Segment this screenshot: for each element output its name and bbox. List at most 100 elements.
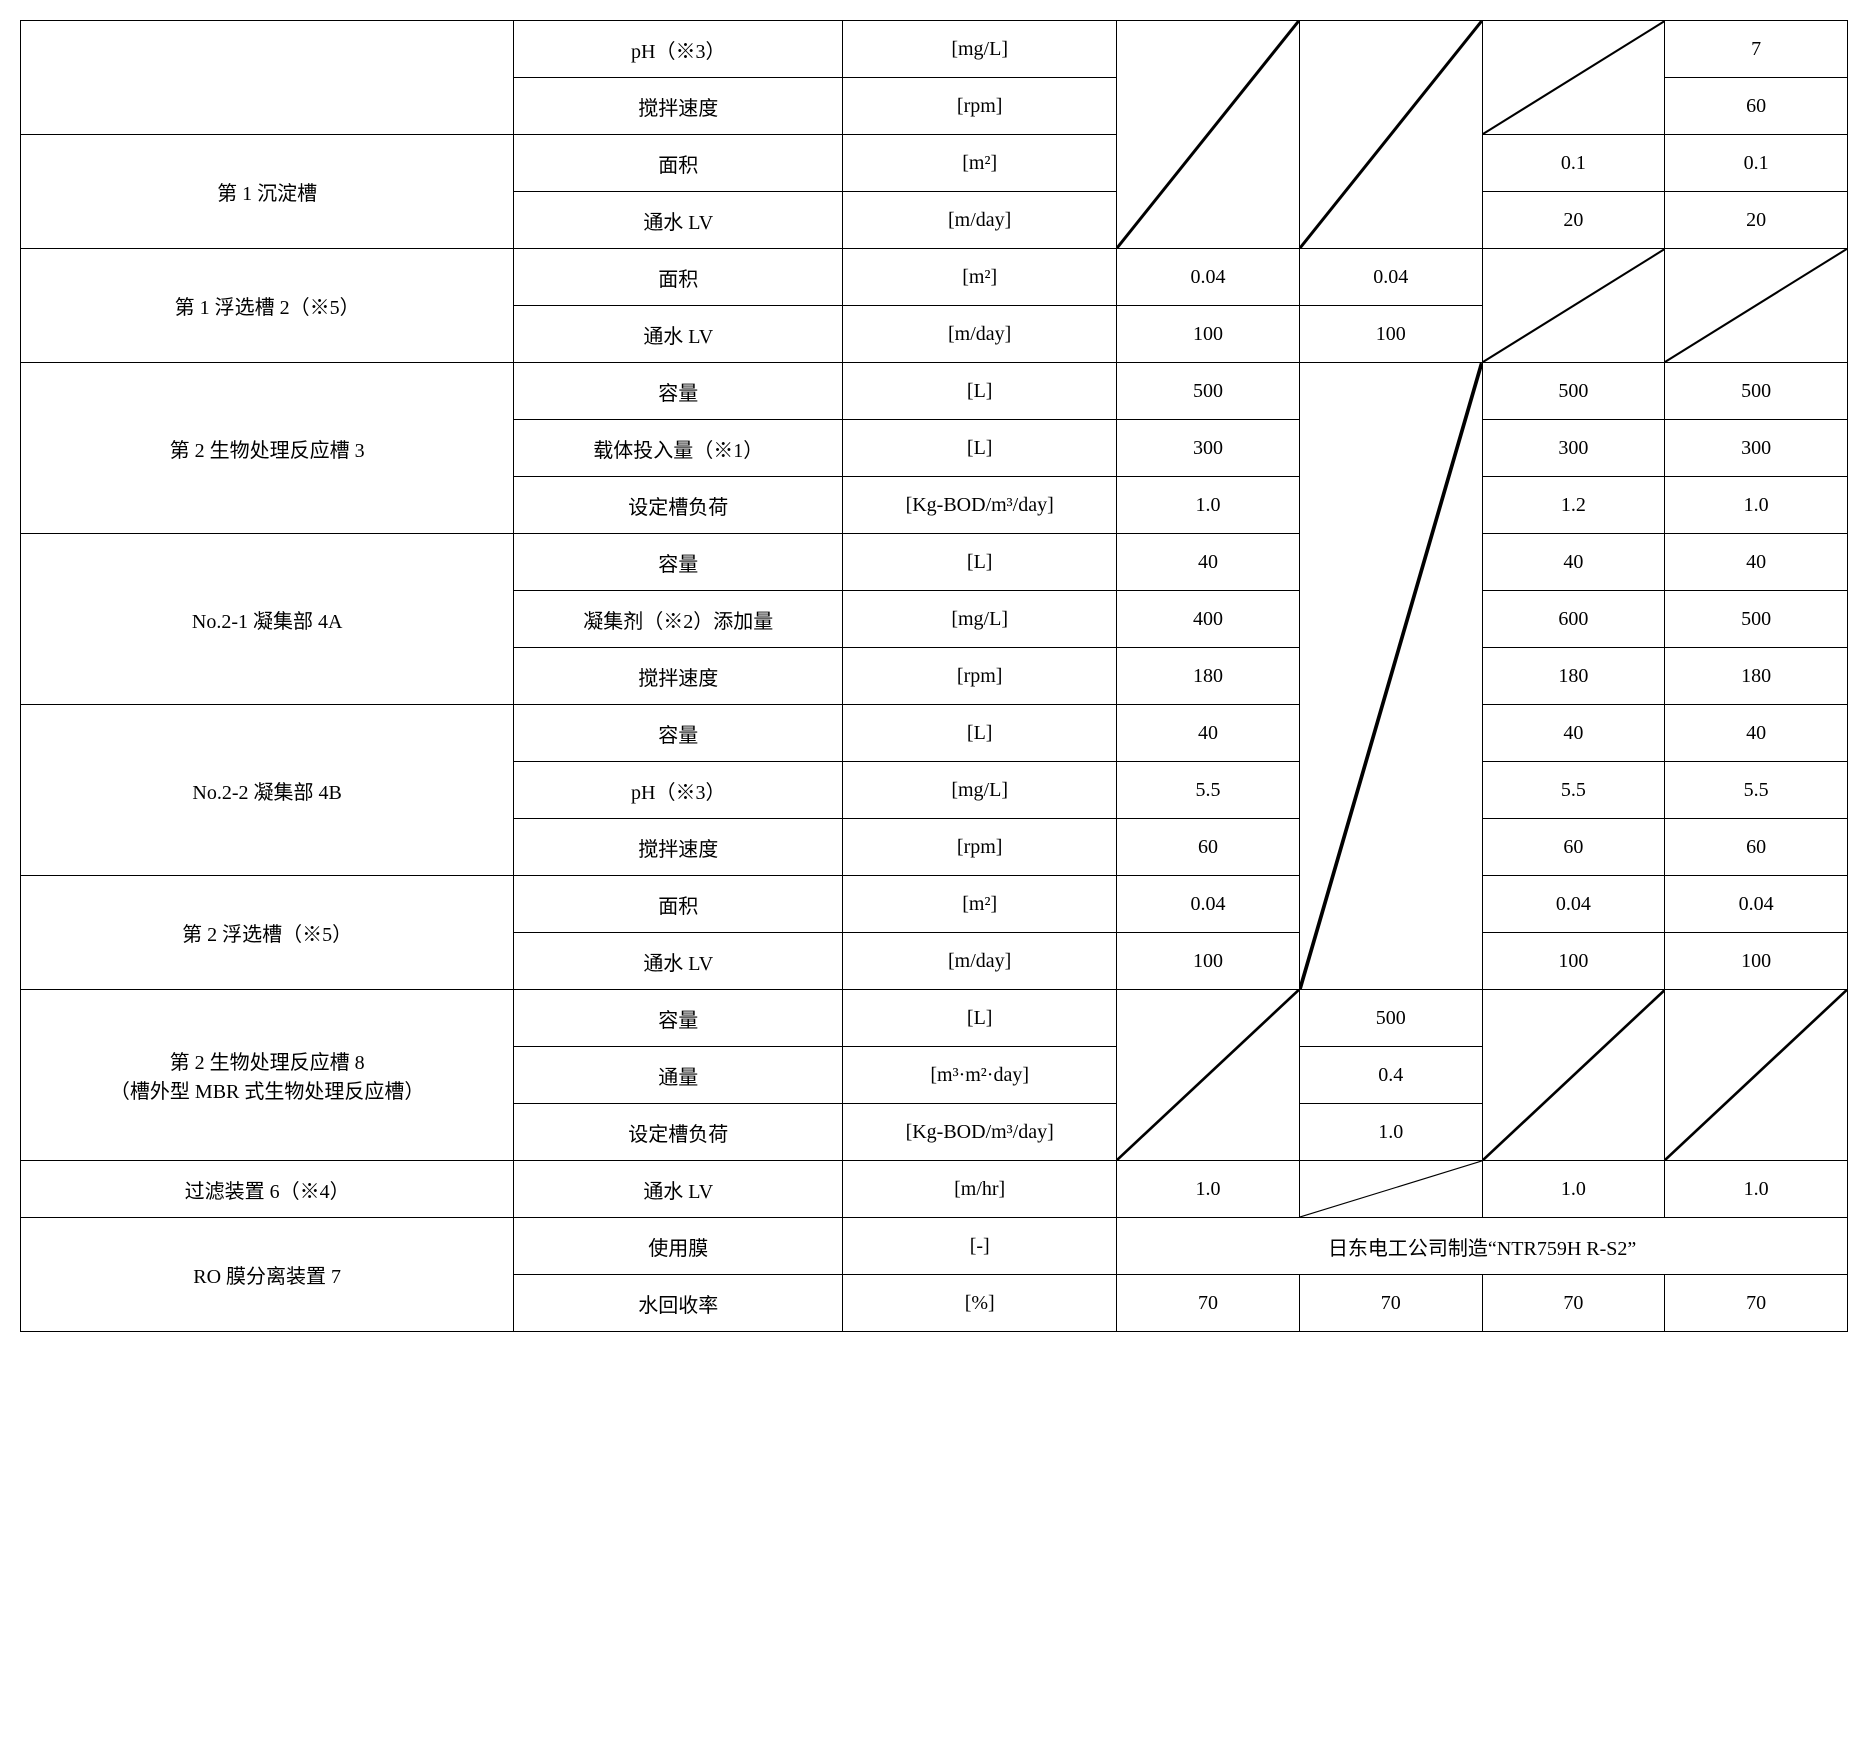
value-cell: 500 [1117, 363, 1300, 420]
unit-cell: [Kg-BOD/m³/day] [843, 1104, 1117, 1161]
unit-cell: [mg/L] [843, 591, 1117, 648]
value-cell: 1.0 [1117, 1161, 1300, 1218]
diagonal-cell [1482, 249, 1665, 363]
param-cell: 使用膜 [514, 1218, 843, 1275]
value-cell: 0.04 [1117, 876, 1300, 933]
value-cell: 40 [1117, 705, 1300, 762]
unit-cell: [Kg-BOD/m³/day] [843, 477, 1117, 534]
param-cell: 水回收率 [514, 1275, 843, 1332]
unit-cell: [-] [843, 1218, 1117, 1275]
value-cell: 400 [1117, 591, 1300, 648]
value-cell: 1.0 [1482, 1161, 1665, 1218]
param-cell: 通量 [514, 1047, 843, 1104]
value-cell: 1.0 [1299, 1104, 1482, 1161]
unit-cell: [rpm] [843, 78, 1117, 135]
equipment-cell [21, 21, 514, 135]
equipment-cell: 第 2 浮选槽（※5） [21, 876, 514, 990]
value-cell: 40 [1665, 534, 1848, 591]
value-cell: 20 [1482, 192, 1665, 249]
value-cell: 1.0 [1665, 1161, 1848, 1218]
equipment-cell: 第 1 浮选槽 2（※5） [21, 249, 514, 363]
value-cell: 0.04 [1665, 876, 1848, 933]
unit-cell: [L] [843, 990, 1117, 1047]
equipment-cell: 第 2 生物处理反应槽 8 （槽外型 MBR 式生物处理反应槽） [21, 990, 514, 1161]
param-cell: 搅拌速度 [514, 648, 843, 705]
value-cell: 1.2 [1482, 477, 1665, 534]
value-cell: 5.5 [1482, 762, 1665, 819]
param-cell: 通水 LV [514, 306, 843, 363]
param-cell: pH（※3） [514, 21, 843, 78]
unit-cell: [m²] [843, 249, 1117, 306]
value-cell: 60 [1482, 819, 1665, 876]
value-cell-merged: 日东电工公司制造“NTR759H R-S2” [1117, 1218, 1848, 1275]
value-cell: 100 [1665, 933, 1848, 990]
diagonal-cell [1665, 990, 1848, 1161]
value-cell: 100 [1117, 306, 1300, 363]
param-cell: 面积 [514, 249, 843, 306]
value-cell: 300 [1482, 420, 1665, 477]
equipment-label-line2: （槽外型 MBR 式生物处理反应槽） [110, 1081, 424, 1103]
equipment-cell: No.2-1 凝集部 4A [21, 534, 514, 705]
unit-cell: [m²] [843, 876, 1117, 933]
equipment-label-line1: 第 2 生物处理反应槽 8 [170, 1052, 365, 1074]
unit-cell: [%] [843, 1275, 1117, 1332]
param-cell: 容量 [514, 534, 843, 591]
value-cell: 180 [1482, 648, 1665, 705]
unit-cell: [m³·m²·day] [843, 1047, 1117, 1104]
value-cell: 300 [1665, 420, 1848, 477]
value-cell: 100 [1482, 933, 1665, 990]
equipment-cell: No.2-2 凝集部 4B [21, 705, 514, 876]
value-cell: 100 [1299, 306, 1482, 363]
diagonal-cell [1299, 363, 1482, 990]
param-cell: 搅拌速度 [514, 78, 843, 135]
param-cell: 通水 LV [514, 933, 843, 990]
param-cell: 容量 [514, 990, 843, 1047]
equipment-cell: 第 2 生物处理反应槽 3 [21, 363, 514, 534]
unit-cell: [L] [843, 534, 1117, 591]
unit-cell: [L] [843, 420, 1117, 477]
unit-cell: [m/hr] [843, 1161, 1117, 1218]
diagonal-cell [1482, 990, 1665, 1161]
value-cell: 0.1 [1482, 135, 1665, 192]
process-parameters-table: pH（※3） [mg/L] 7 搅拌速度 [rpm] 60 第 1 沉淀槽 面积… [20, 20, 1848, 1332]
param-cell: 设定槽负荷 [514, 1104, 843, 1161]
value-cell: 500 [1299, 990, 1482, 1047]
value-cell: 100 [1117, 933, 1300, 990]
param-cell: 设定槽负荷 [514, 477, 843, 534]
value-cell: 40 [1482, 534, 1665, 591]
value-cell: 5.5 [1117, 762, 1300, 819]
param-cell: 面积 [514, 876, 843, 933]
value-cell: 0.04 [1482, 876, 1665, 933]
diagonal-cell [1299, 21, 1482, 249]
value-cell: 40 [1482, 705, 1665, 762]
value-cell: 7 [1665, 21, 1848, 78]
equipment-cell: RO 膜分离装置 7 [21, 1218, 514, 1332]
param-cell: 凝集剂（※2）添加量 [514, 591, 843, 648]
value-cell: 70 [1665, 1275, 1848, 1332]
unit-cell: [L] [843, 363, 1117, 420]
value-cell: 70 [1482, 1275, 1665, 1332]
value-cell: 40 [1117, 534, 1300, 591]
value-cell: 600 [1482, 591, 1665, 648]
value-cell: 300 [1117, 420, 1300, 477]
unit-cell: [m/day] [843, 933, 1117, 990]
param-cell: 搅拌速度 [514, 819, 843, 876]
param-cell: 容量 [514, 363, 843, 420]
value-cell: 180 [1665, 648, 1848, 705]
value-cell: 500 [1665, 591, 1848, 648]
value-cell: 0.04 [1117, 249, 1300, 306]
value-cell: 60 [1665, 819, 1848, 876]
value-cell: 0.04 [1299, 249, 1482, 306]
unit-cell: [rpm] [843, 648, 1117, 705]
value-cell: 20 [1665, 192, 1848, 249]
value-cell: 500 [1665, 363, 1848, 420]
equipment-cell: 第 1 沉淀槽 [21, 135, 514, 249]
param-cell: 面积 [514, 135, 843, 192]
unit-cell: [m/day] [843, 306, 1117, 363]
unit-cell: [L] [843, 705, 1117, 762]
value-cell: 60 [1665, 78, 1848, 135]
unit-cell: [m²] [843, 135, 1117, 192]
diagonal-cell [1482, 21, 1665, 135]
value-cell: 5.5 [1665, 762, 1848, 819]
value-cell: 70 [1117, 1275, 1300, 1332]
